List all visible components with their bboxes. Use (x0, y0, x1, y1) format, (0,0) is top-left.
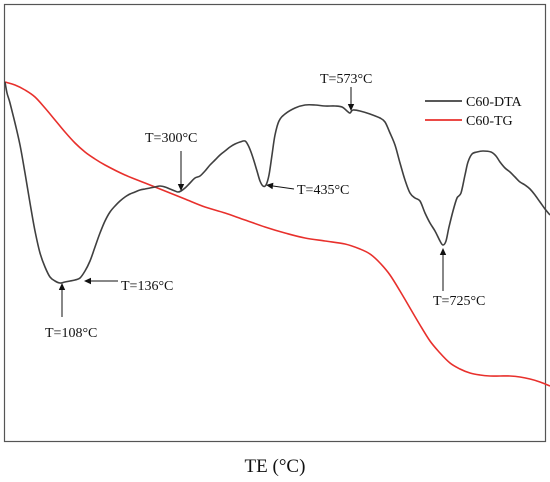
annotation-label: T=300°C (145, 131, 197, 146)
series-line-c60-dta (4, 81, 550, 284)
annotation-layer: T=108°C T=136°C T=300°C T=435°C T=573°C T=725… (45, 72, 485, 341)
plot-frame (3, 3, 547, 443)
annotation-label: T=725°C (433, 294, 485, 309)
annotation-arrow-head (177, 184, 185, 191)
annotation-arrow-head (439, 248, 447, 255)
annotation-label: T=573°C (320, 72, 372, 87)
x-axis-label: TE (°C) (245, 456, 306, 477)
annotation-arrow-head (266, 182, 274, 190)
annotation-label: T=435°C (297, 183, 349, 198)
series-layer (4, 81, 550, 387)
series-line-c60-tg (4, 81, 550, 387)
legend-label-tg: C60-TG (466, 114, 513, 129)
annotation-arrow-line (272, 185, 295, 190)
legend: C60-DTA C60-TG (425, 95, 523, 129)
legend-label-dta: C60-DTA (466, 95, 523, 110)
annotation-arrow-head (84, 277, 91, 285)
annotation-label: T=108°C (45, 326, 97, 341)
annotation-arrow-head (58, 283, 66, 290)
annotation-arrow-head (347, 104, 355, 111)
annotation-label: T=136°C (121, 279, 173, 294)
